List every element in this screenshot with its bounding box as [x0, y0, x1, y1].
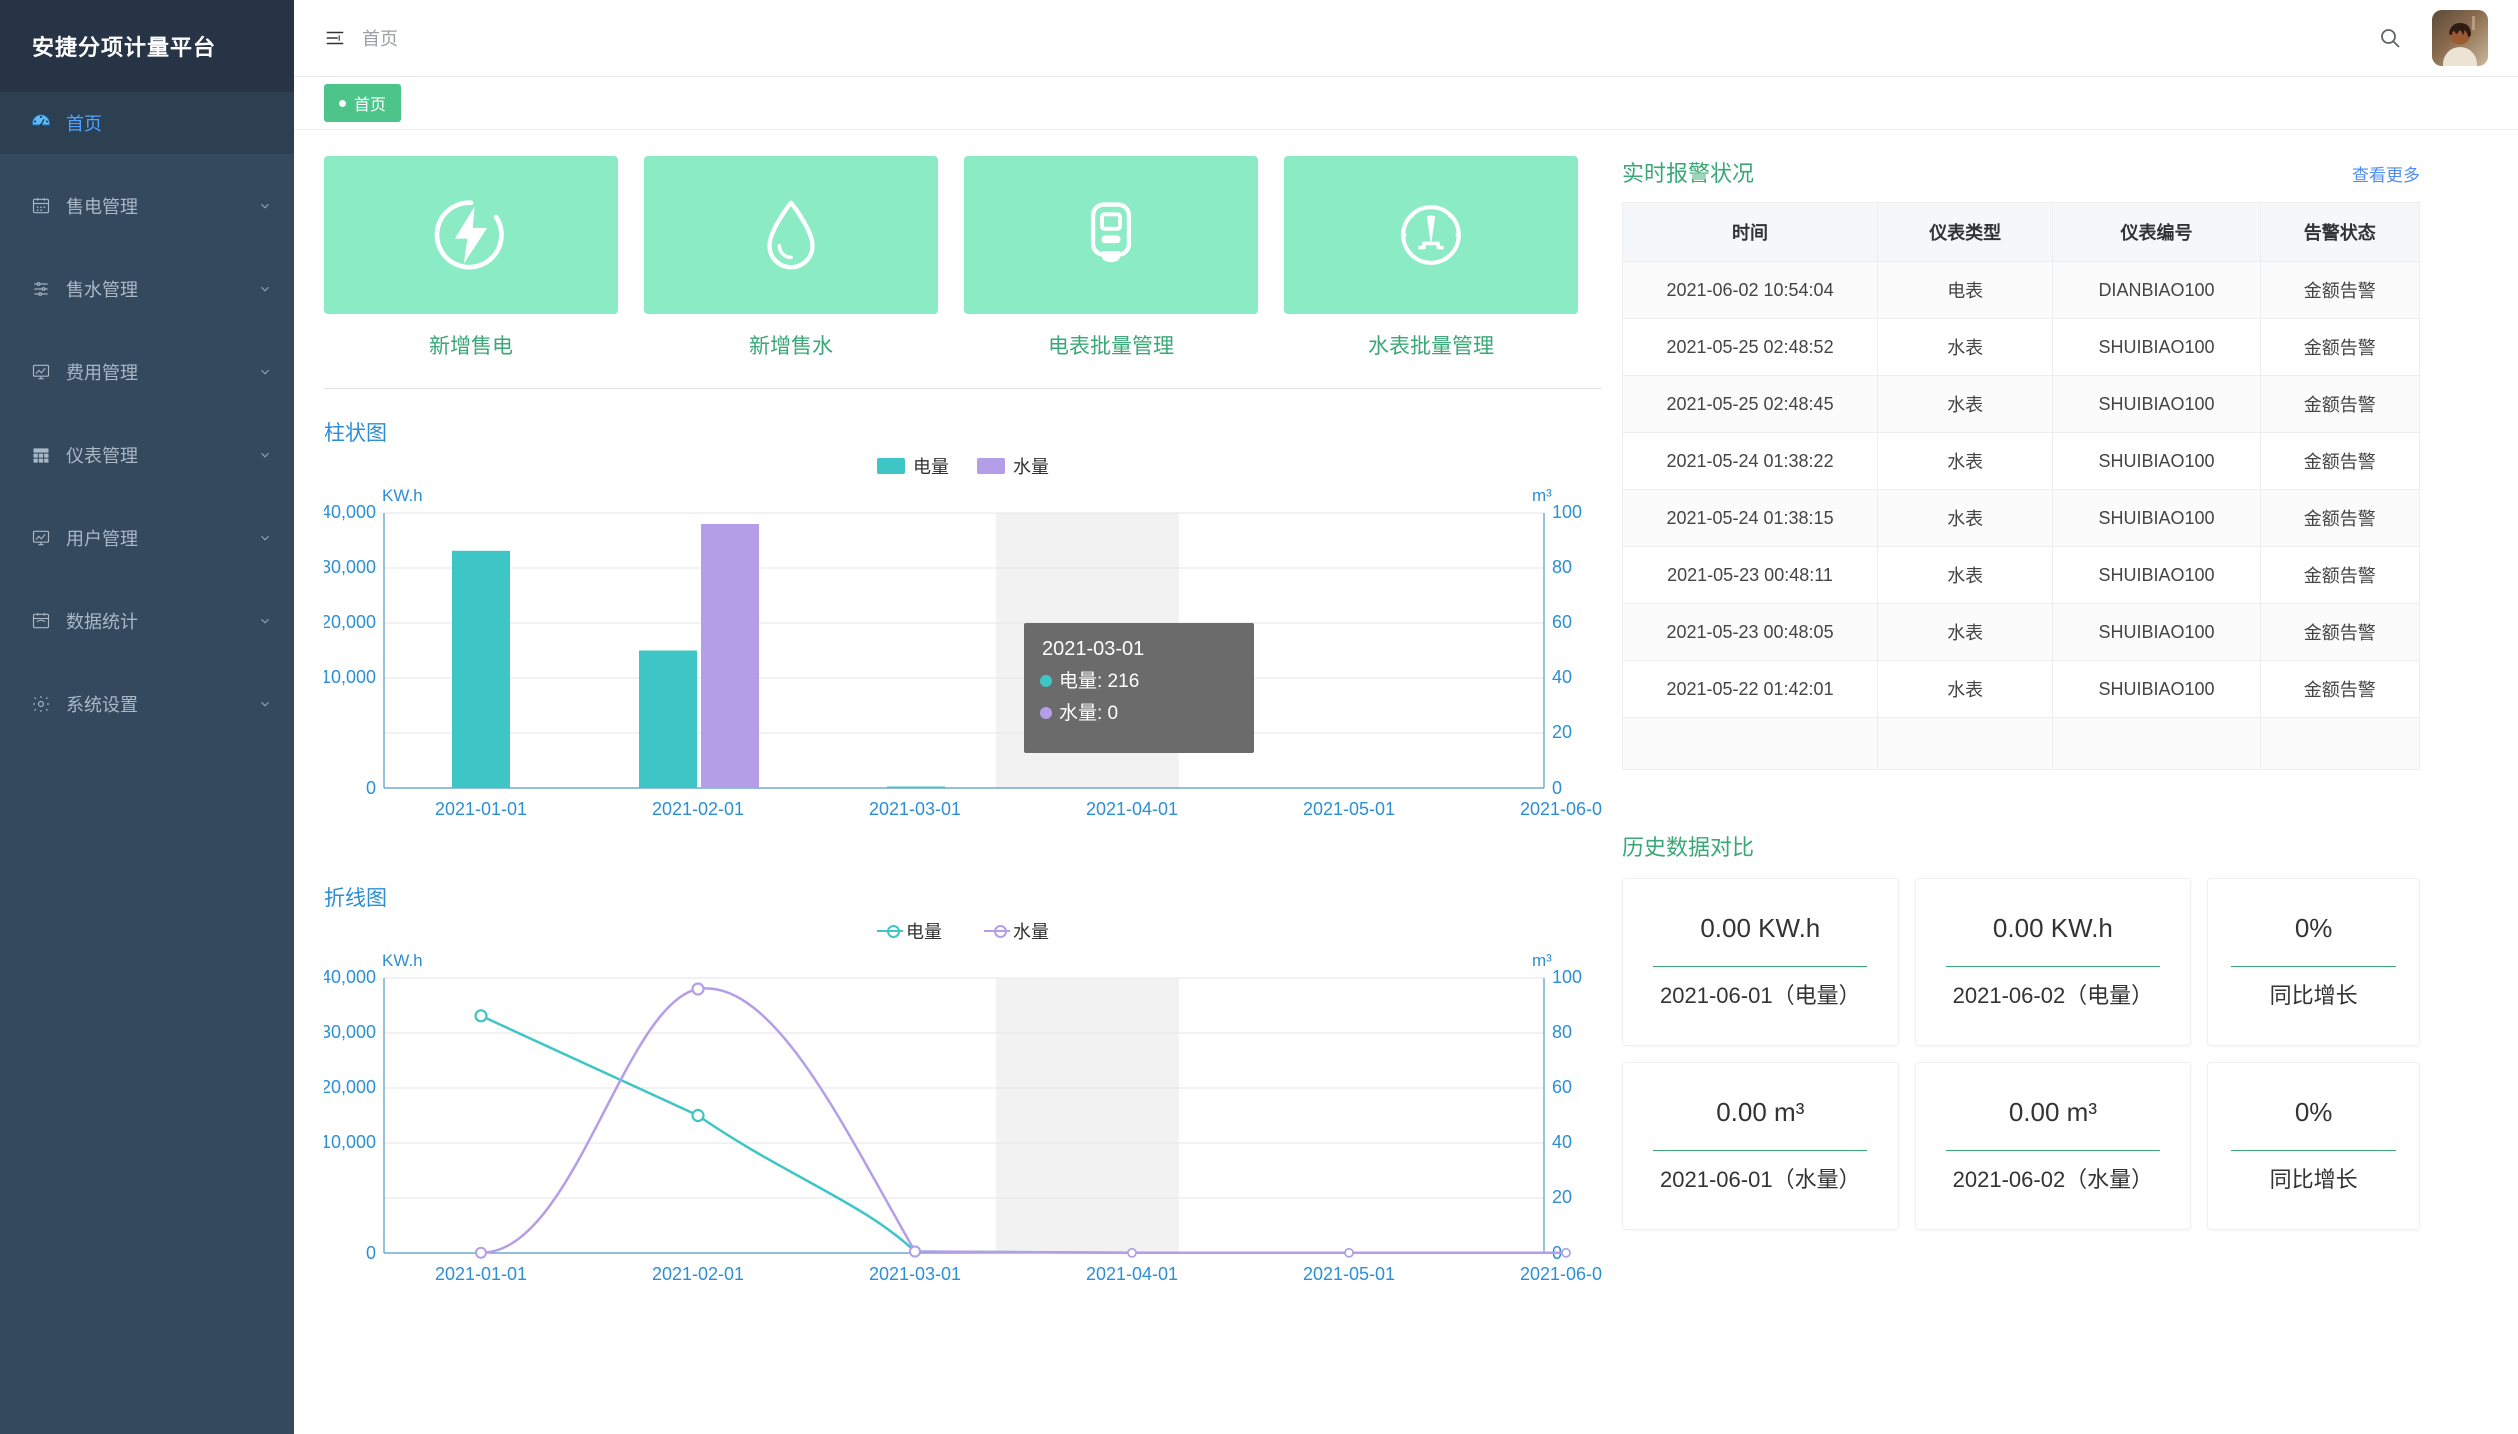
svg-text:2021-03-01: 2021-03-01: [1042, 638, 1144, 660]
svg-text:30,000: 30,000: [324, 1022, 376, 1042]
svg-text:0: 0: [366, 778, 376, 798]
svg-text:2021-02-01: 2021-02-01: [652, 799, 744, 819]
svg-text:2021-03-01: 2021-03-01: [869, 1264, 961, 1284]
svg-text:0: 0: [366, 1243, 376, 1263]
svg-text:60: 60: [1552, 612, 1572, 632]
svg-text:2021-06-01: 2021-06-01: [1520, 1264, 1602, 1284]
svg-text:30,000: 30,000: [324, 557, 376, 577]
svg-text:40,000: 40,000: [324, 502, 376, 522]
svg-text:KW.h: KW.h: [382, 486, 423, 505]
svg-text:2021-04-01: 2021-04-01: [1086, 799, 1178, 819]
svg-text:2021-06-01: 2021-06-01: [1520, 799, 1602, 819]
svg-text:100: 100: [1552, 967, 1582, 987]
svg-text:2021-01-01: 2021-01-01: [435, 1264, 527, 1284]
svg-text:2021-03-01: 2021-03-01: [869, 799, 961, 819]
svg-text:KW.h: KW.h: [382, 951, 423, 970]
svg-text:m³: m³: [1532, 486, 1552, 505]
svg-text:40: 40: [1552, 1132, 1572, 1152]
svg-text:40,000: 40,000: [324, 967, 376, 987]
svg-text:80: 80: [1552, 557, 1572, 577]
svg-text:水量: 0: 水量: 0: [1059, 702, 1118, 724]
svg-text:20: 20: [1552, 722, 1572, 742]
svg-text:2021-04-01: 2021-04-01: [1086, 1264, 1178, 1284]
svg-text:20,000: 20,000: [324, 612, 376, 632]
svg-text:10,000: 10,000: [324, 667, 376, 687]
svg-text:20,000: 20,000: [324, 1077, 376, 1097]
svg-text:20: 20: [1552, 1187, 1572, 1207]
svg-text:2021-02-01: 2021-02-01: [652, 1264, 744, 1284]
svg-text:10,000: 10,000: [324, 1132, 376, 1152]
svg-text:0: 0: [1552, 778, 1562, 798]
svg-text:2021-05-01: 2021-05-01: [1303, 799, 1395, 819]
svg-text:2021-05-01: 2021-05-01: [1303, 1264, 1395, 1284]
svg-text:60: 60: [1552, 1077, 1572, 1097]
svg-text:100: 100: [1552, 502, 1582, 522]
svg-text:40: 40: [1552, 667, 1572, 687]
svg-text:2021-01-01: 2021-01-01: [435, 799, 527, 819]
svg-text:m³: m³: [1532, 951, 1552, 970]
svg-text:80: 80: [1552, 1022, 1572, 1042]
svg-text:电量: 216: 电量: 216: [1059, 670, 1139, 692]
